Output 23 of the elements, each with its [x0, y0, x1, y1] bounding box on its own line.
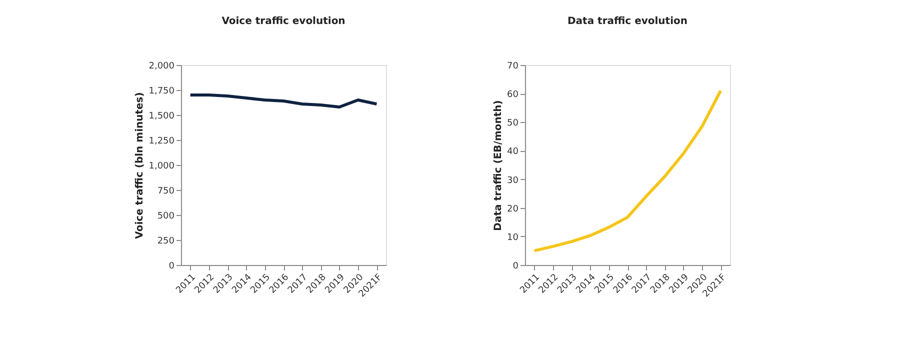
y-tick-label: 60	[507, 90, 519, 100]
y-tick-label: 30	[507, 176, 519, 186]
y-tick-label: 1,500	[148, 112, 175, 122]
chart-title: Data traffic evolution	[568, 16, 688, 27]
y-tick-label: 0	[168, 262, 175, 272]
y-tick-label: 1,250	[148, 136, 175, 146]
chart-title: Voice traffic evolution	[222, 16, 346, 27]
line-series	[188, 94, 378, 108]
y-tick-label: 40	[507, 147, 519, 158]
y-tick-label: 1,000	[148, 162, 175, 172]
y-axis-title: Voice traffic (bln minutes)	[134, 92, 146, 239]
y-tick-label: 0	[512, 262, 519, 272]
y-tick-label: 70	[507, 62, 519, 72]
y-tick-label: 750	[157, 186, 175, 196]
line-series	[532, 89, 722, 252]
y-tick-label: 2,000	[148, 62, 175, 72]
y-tick-label: 10	[507, 232, 519, 243]
y-tick-label: 1,750	[148, 86, 175, 96]
y-tick-label: 500	[157, 212, 175, 222]
y-tick-label: 250	[157, 236, 175, 246]
y-tick-label: 50	[507, 118, 519, 129]
y-axis-title: Data traffic (EB/month)	[493, 100, 504, 231]
y-tick-label: 20	[507, 204, 519, 214]
